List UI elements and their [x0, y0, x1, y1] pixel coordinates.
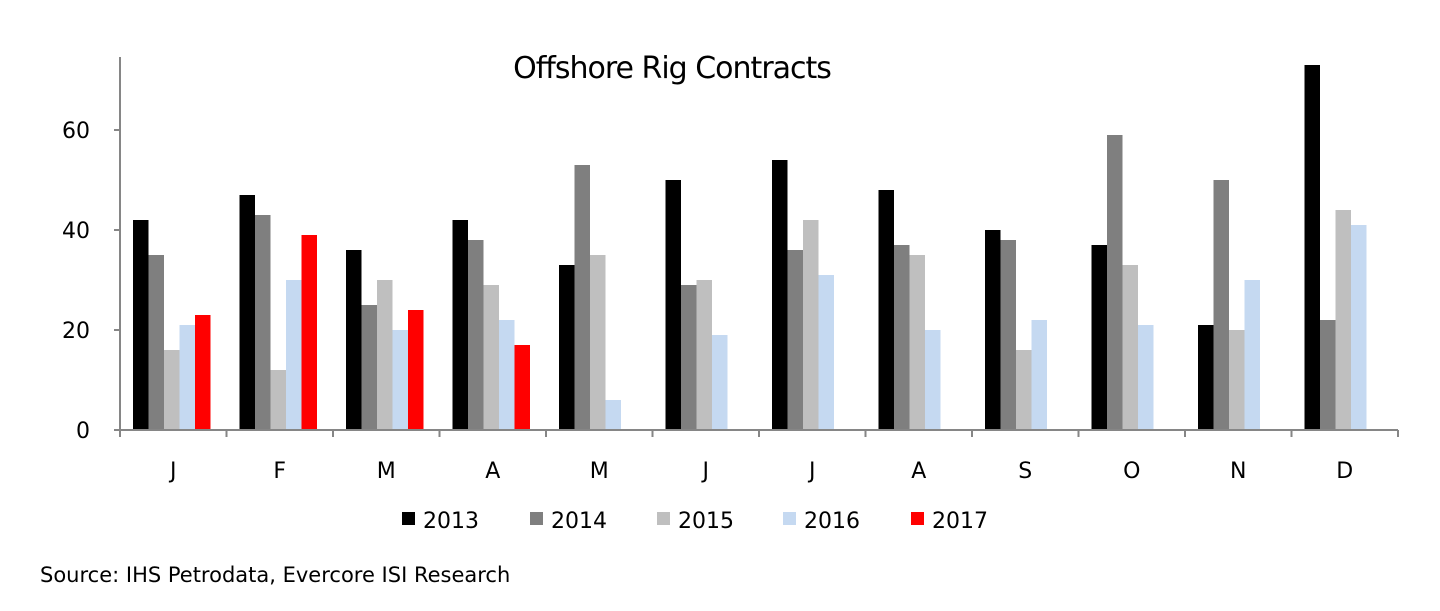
x-tick-label: A — [485, 459, 500, 484]
bar-2014-J — [787, 250, 803, 430]
legend-label-2014: 2014 — [551, 509, 607, 534]
bar-2013-S — [985, 230, 1001, 430]
bar-2016-A — [925, 330, 941, 430]
bar-2015-D — [1335, 210, 1351, 430]
bar-2014-S — [1000, 240, 1016, 430]
x-tick-label: J — [168, 459, 177, 484]
bar-2013-M — [559, 265, 575, 430]
bar-2013-J — [665, 180, 681, 430]
bars — [133, 65, 1367, 430]
source-note: Source: IHS Petrodata, Evercore ISI Rese… — [40, 563, 510, 587]
bar-2016-J — [818, 275, 834, 430]
bar-2015-N — [1229, 330, 1245, 430]
legend-swatch-2014 — [530, 512, 543, 525]
bar-2013-J — [133, 220, 149, 430]
legend-label-2017: 2017 — [932, 509, 988, 534]
bar-2017-F — [301, 235, 317, 430]
bar-2014-D — [1320, 320, 1336, 430]
bar-2015-J — [164, 350, 180, 430]
bar-2015-J — [696, 280, 712, 430]
x-tick-label: F — [273, 459, 286, 484]
bar-2013-A — [878, 190, 894, 430]
bar-2016-F — [286, 280, 302, 430]
bar-2013-N — [1198, 325, 1214, 430]
bar-2014-N — [1213, 180, 1229, 430]
legend-label-2016: 2016 — [804, 509, 860, 534]
legend-label-2013: 2013 — [423, 509, 479, 534]
bar-2016-N — [1244, 280, 1260, 430]
y-tick-label: 40 — [62, 219, 90, 244]
legend-swatch-2017 — [911, 512, 924, 525]
bar-2015-O — [1122, 265, 1138, 430]
legend-swatch-2015 — [657, 512, 670, 525]
chart-title: Offshore Rig Contracts — [513, 51, 831, 86]
bar-2015-F — [270, 370, 286, 430]
bar-2013-A — [452, 220, 468, 430]
legend-swatch-2013 — [402, 512, 415, 525]
bar-2016-J — [712, 335, 728, 430]
x-tick-label: M — [377, 459, 396, 484]
bar-2013-D — [1304, 65, 1320, 430]
bar-2014-M — [361, 305, 377, 430]
x-tick-label: J — [701, 459, 710, 484]
bar-2014-A — [468, 240, 484, 430]
bar-2016-D — [1351, 225, 1367, 430]
bar-2014-J — [681, 285, 697, 430]
bar-2014-J — [148, 255, 164, 430]
legend: 2013 2014 2015 2016 2017 — [402, 509, 988, 534]
x-tick-label: A — [911, 459, 926, 484]
x-tick-label: M — [590, 459, 609, 484]
bar-2015-M — [377, 280, 393, 430]
bar-2014-M — [574, 165, 590, 430]
y-tick-label: 60 — [62, 119, 90, 144]
bar-2017-J — [195, 315, 211, 430]
legend-label-2015: 2015 — [678, 509, 734, 534]
bar-2017-A — [514, 345, 530, 430]
bar-2015-A — [909, 255, 925, 430]
x-tick-label: N — [1230, 459, 1246, 484]
bar-2013-M — [346, 250, 362, 430]
bar-2016-O — [1138, 325, 1154, 430]
bar-2017-M — [408, 310, 424, 430]
x-tick-label: D — [1336, 459, 1353, 484]
bar-2015-M — [590, 255, 606, 430]
bar-2014-F — [255, 215, 271, 430]
bar-2016-S — [1031, 320, 1047, 430]
bar-2016-M — [392, 330, 408, 430]
x-tick-label: O — [1123, 459, 1140, 484]
bar-2016-M — [605, 400, 621, 430]
bar-2016-J — [179, 325, 195, 430]
x-tick-label: J — [807, 459, 816, 484]
bar-2015-A — [483, 285, 499, 430]
x-tick-label: S — [1018, 459, 1032, 484]
legend-swatch-2016 — [783, 512, 796, 525]
axes: J F M A M J J A S O N D 0 20 40 60 — [62, 57, 1399, 484]
bar-2015-S — [1016, 350, 1032, 430]
bar-2013-O — [1091, 245, 1107, 430]
bar-2013-F — [239, 195, 255, 430]
bar-2014-A — [894, 245, 910, 430]
bar-2013-J — [772, 160, 788, 430]
bar-2015-J — [803, 220, 819, 430]
bar-2016-A — [499, 320, 515, 430]
y-tick-label: 0 — [76, 419, 90, 444]
y-tick-label: 20 — [62, 319, 90, 344]
bar-2014-O — [1107, 135, 1123, 430]
